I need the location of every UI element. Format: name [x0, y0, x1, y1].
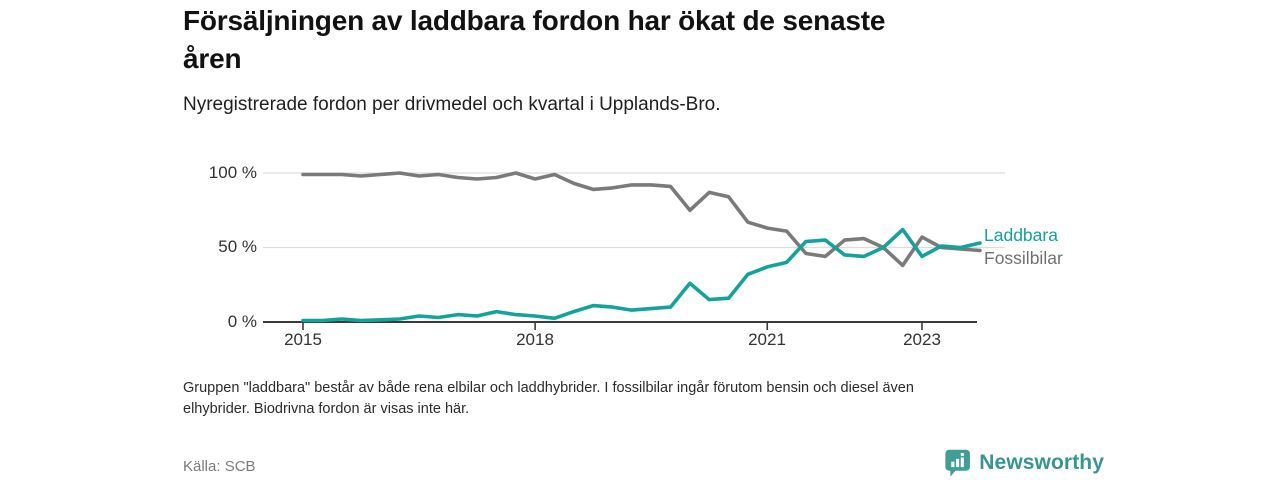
chart-title-line-1: Försäljningen av laddbara fordon har öka… [183, 5, 886, 36]
x-axis-label-2021: 2021 [748, 330, 786, 349]
y-axis-label-50: 50 % [218, 237, 257, 256]
y-axis-label-0: 0 % [227, 312, 257, 331]
footnote-line-1: Gruppen "laddbara" består av både rena e… [183, 380, 914, 396]
series-label-fossilbilar: Fossilbilar [984, 248, 1063, 268]
y-axis-label-100: 100 % [208, 163, 257, 182]
newsworthy-logo-text: Newsworthy [979, 451, 1104, 474]
chart-subtitle: Nyregistrerade fordon per drivmedel och … [183, 94, 721, 115]
chart-footnote: Gruppen "laddbara" består av både rena e… [183, 378, 1083, 420]
series-label-laddbara: Laddbara [984, 225, 1058, 245]
chart-title: Försäljningen av laddbara fordon har öka… [183, 2, 1083, 78]
chart-title-line-2: åren [183, 43, 242, 74]
newsworthy-logo[interactable]: Newsworthy [944, 446, 1104, 480]
x-axis-label-2015: 2015 [284, 330, 322, 349]
bar-chart-pin-icon [945, 449, 970, 477]
source-note: Källa: SCB [183, 458, 256, 475]
x-axis-label-2018: 2018 [516, 330, 554, 349]
x-axis-label-2023: 2023 [903, 330, 941, 349]
footnote-line-2: elhybrider. Biodrivna fordon är visas in… [183, 401, 470, 417]
